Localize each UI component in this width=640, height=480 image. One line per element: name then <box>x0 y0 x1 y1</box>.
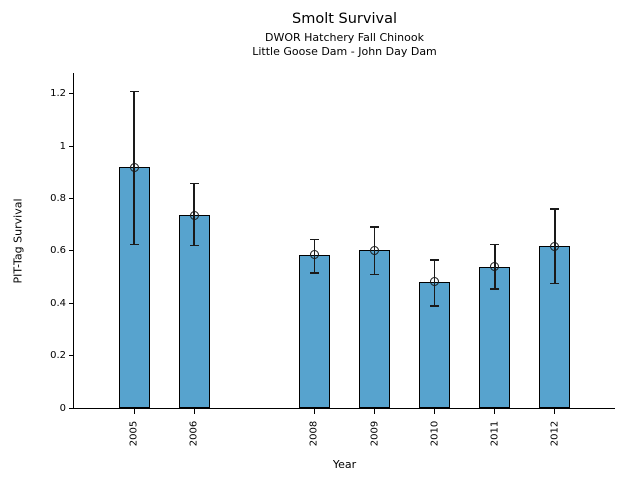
marker-2006 <box>189 210 199 220</box>
y-tick-0.2 <box>69 355 74 357</box>
bar-2008 <box>298 254 330 408</box>
y-tick-label-0.2: 0.2 <box>50 350 66 362</box>
bar-2009 <box>359 250 391 408</box>
chart-subtitle-line1: DWOR Hatchery Fall Chinook <box>265 31 424 44</box>
y-tick-0.6 <box>69 250 74 252</box>
x-tick-2006 <box>193 409 195 414</box>
x-axis-spine <box>73 408 615 409</box>
chart-subtitle-line2: Little Goose Dam - John Day Dam <box>252 45 437 58</box>
error-cap-top-2005 <box>129 90 139 93</box>
error-cap-bottom-2008 <box>309 272 319 274</box>
x-tick-label-2008: 2008 <box>308 420 320 447</box>
marker-2005 <box>129 162 139 172</box>
x-tick-2010 <box>434 409 436 414</box>
y-tick-label-0.4: 0.4 <box>50 297 66 309</box>
y-tick-label-0: 0 <box>59 402 66 414</box>
marker-2009 <box>370 245 380 255</box>
error-cap-bottom-2010 <box>430 305 440 307</box>
x-tick-2009 <box>374 409 376 414</box>
y-axis-label: PIT-Tag Survival <box>11 198 24 284</box>
x-axis-label: Year <box>332 458 357 471</box>
y-tick-0.8 <box>69 198 74 200</box>
error-cap-bottom-2012 <box>550 282 560 285</box>
y-tick-0 <box>69 407 74 409</box>
error-cap-bottom-2005 <box>129 243 139 246</box>
marker-2012 <box>550 241 560 251</box>
error-cap-top-2009 <box>370 226 380 228</box>
bar-2006 <box>178 215 210 408</box>
plot-area <box>74 73 615 408</box>
x-tick-2012 <box>554 409 556 414</box>
error-cap-bottom-2006 <box>189 244 199 247</box>
error-cap-top-2012 <box>550 208 560 210</box>
marker-2008 <box>309 250 319 260</box>
marker-2010 <box>430 277 440 287</box>
bar-2010 <box>419 281 451 408</box>
x-tick-label-2005: 2005 <box>128 420 140 447</box>
x-tick-label-2010: 2010 <box>429 420 441 447</box>
error-cap-top-2006 <box>189 182 199 185</box>
bar-2011 <box>479 266 511 408</box>
marker-2011 <box>490 262 500 272</box>
y-axis-spine <box>73 73 74 409</box>
x-tick-label-2009: 2009 <box>369 420 381 447</box>
y-tick-label-1.2: 1.2 <box>50 88 66 100</box>
error-cap-top-2010 <box>430 259 440 261</box>
chart-title: Smolt Survival <box>292 11 397 27</box>
error-cap-bottom-2011 <box>490 288 500 290</box>
bar-2005 <box>118 167 150 408</box>
error-cap-top-2011 <box>490 243 500 246</box>
y-tick-label-1: 1 <box>59 140 66 152</box>
x-tick-2005 <box>133 409 135 414</box>
y-tick-1 <box>69 145 74 147</box>
x-tick-label-2011: 2011 <box>489 420 501 447</box>
x-tick-label-2012: 2012 <box>549 420 561 447</box>
error-cap-bottom-2009 <box>370 273 380 275</box>
x-tick-label-2006: 2006 <box>188 420 200 447</box>
y-tick-1.2 <box>69 93 74 95</box>
y-tick-label-0.6: 0.6 <box>50 245 66 257</box>
y-tick-0.4 <box>69 302 74 304</box>
x-tick-2011 <box>494 409 496 414</box>
x-tick-2008 <box>313 409 315 414</box>
error-cap-top-2008 <box>309 238 319 241</box>
y-tick-label-0.8: 0.8 <box>50 193 66 205</box>
